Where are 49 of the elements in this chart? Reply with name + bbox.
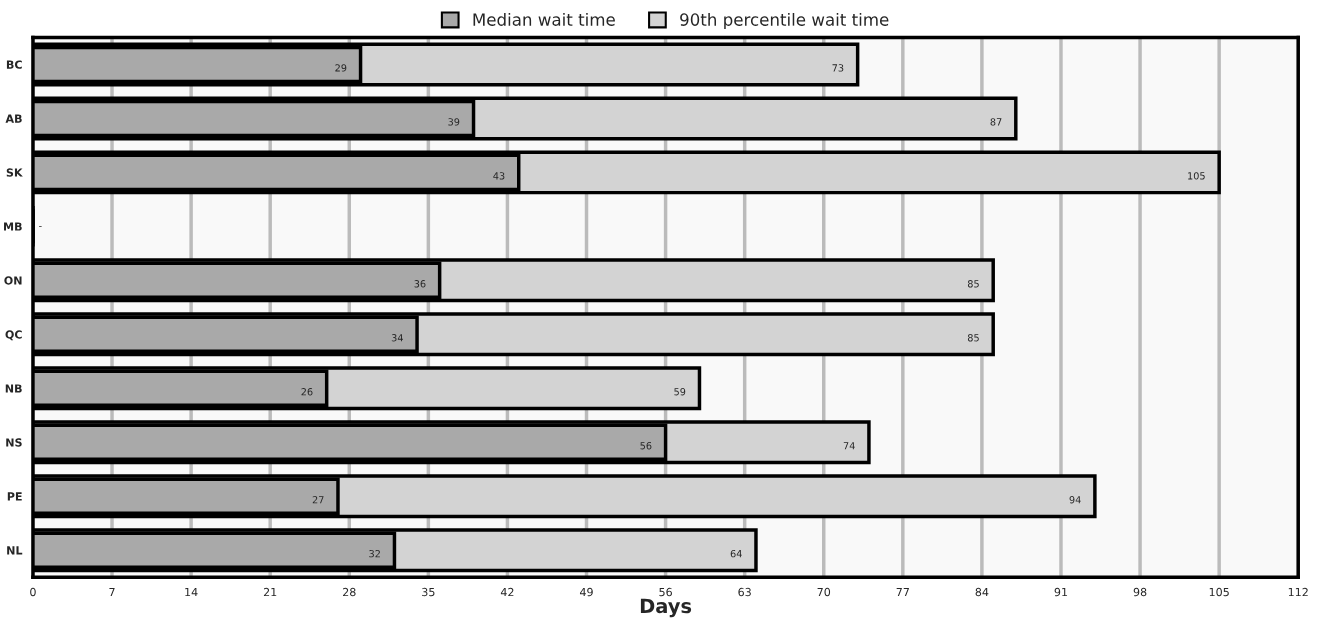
data-label: 27: [312, 496, 324, 504]
data-label: 94: [1069, 496, 1081, 504]
data-label: 85: [967, 280, 979, 288]
data-label: 73: [832, 64, 844, 72]
y-tick-label: NS: [6, 438, 22, 447]
y-tick-label: SK: [6, 168, 23, 177]
x-tick-label: 70: [817, 587, 831, 597]
legend-label: 90th percentile wait time: [680, 12, 889, 30]
x-tick-label: 7: [109, 587, 115, 597]
y-tick-label: PE: [7, 492, 22, 501]
data-label: 87: [990, 118, 1002, 126]
data-label: 74: [843, 442, 855, 450]
x-tick-label: 112: [1288, 587, 1308, 597]
y-tick-label: MB: [4, 222, 22, 231]
legend-label: Median wait time: [473, 12, 615, 26]
x-tick-label: 35: [422, 587, 435, 597]
x-tick-label: 91: [1054, 587, 1068, 597]
x-tick-label: 105: [1209, 587, 1229, 597]
data-label: 85: [967, 334, 979, 342]
y-tick-label: ON: [4, 276, 22, 285]
x-tick-label: 98: [1133, 587, 1147, 597]
x-tick-label: 49: [579, 587, 593, 597]
data-label: 32: [369, 550, 380, 558]
x-tick-label: 0: [30, 587, 36, 597]
y-tick-label: BC: [6, 60, 22, 69]
data-label: 105: [1188, 172, 1205, 180]
text: -: [39, 225, 42, 227]
x-tick-label: 14: [185, 587, 198, 597]
y-tick-label: NL: [7, 546, 23, 555]
data-label: 59: [674, 388, 686, 396]
data-label: 29: [335, 64, 347, 72]
data-label: 26: [301, 388, 313, 396]
x-tick-label: 63: [738, 587, 751, 597]
y-tick-label: QC: [5, 330, 22, 341]
data-label: 56: [640, 442, 652, 450]
y-tick-label: NB: [5, 384, 22, 393]
x-tick-label: 21: [263, 587, 277, 597]
x-tick-label: 77: [896, 587, 909, 597]
y-tick-label: AB: [5, 114, 22, 123]
data-label: 39: [448, 118, 460, 126]
x-tick-label: 84: [975, 587, 989, 597]
x-tick-label: 56: [659, 587, 672, 597]
data-label: 36: [414, 280, 426, 288]
data-label: 43: [493, 172, 505, 180]
x-axis-title: Days: [640, 598, 692, 618]
x-tick-label: 28: [343, 587, 356, 597]
data-label: 34: [391, 334, 403, 342]
data-label: 64: [730, 550, 742, 558]
x-tick-label: 42: [500, 587, 514, 597]
